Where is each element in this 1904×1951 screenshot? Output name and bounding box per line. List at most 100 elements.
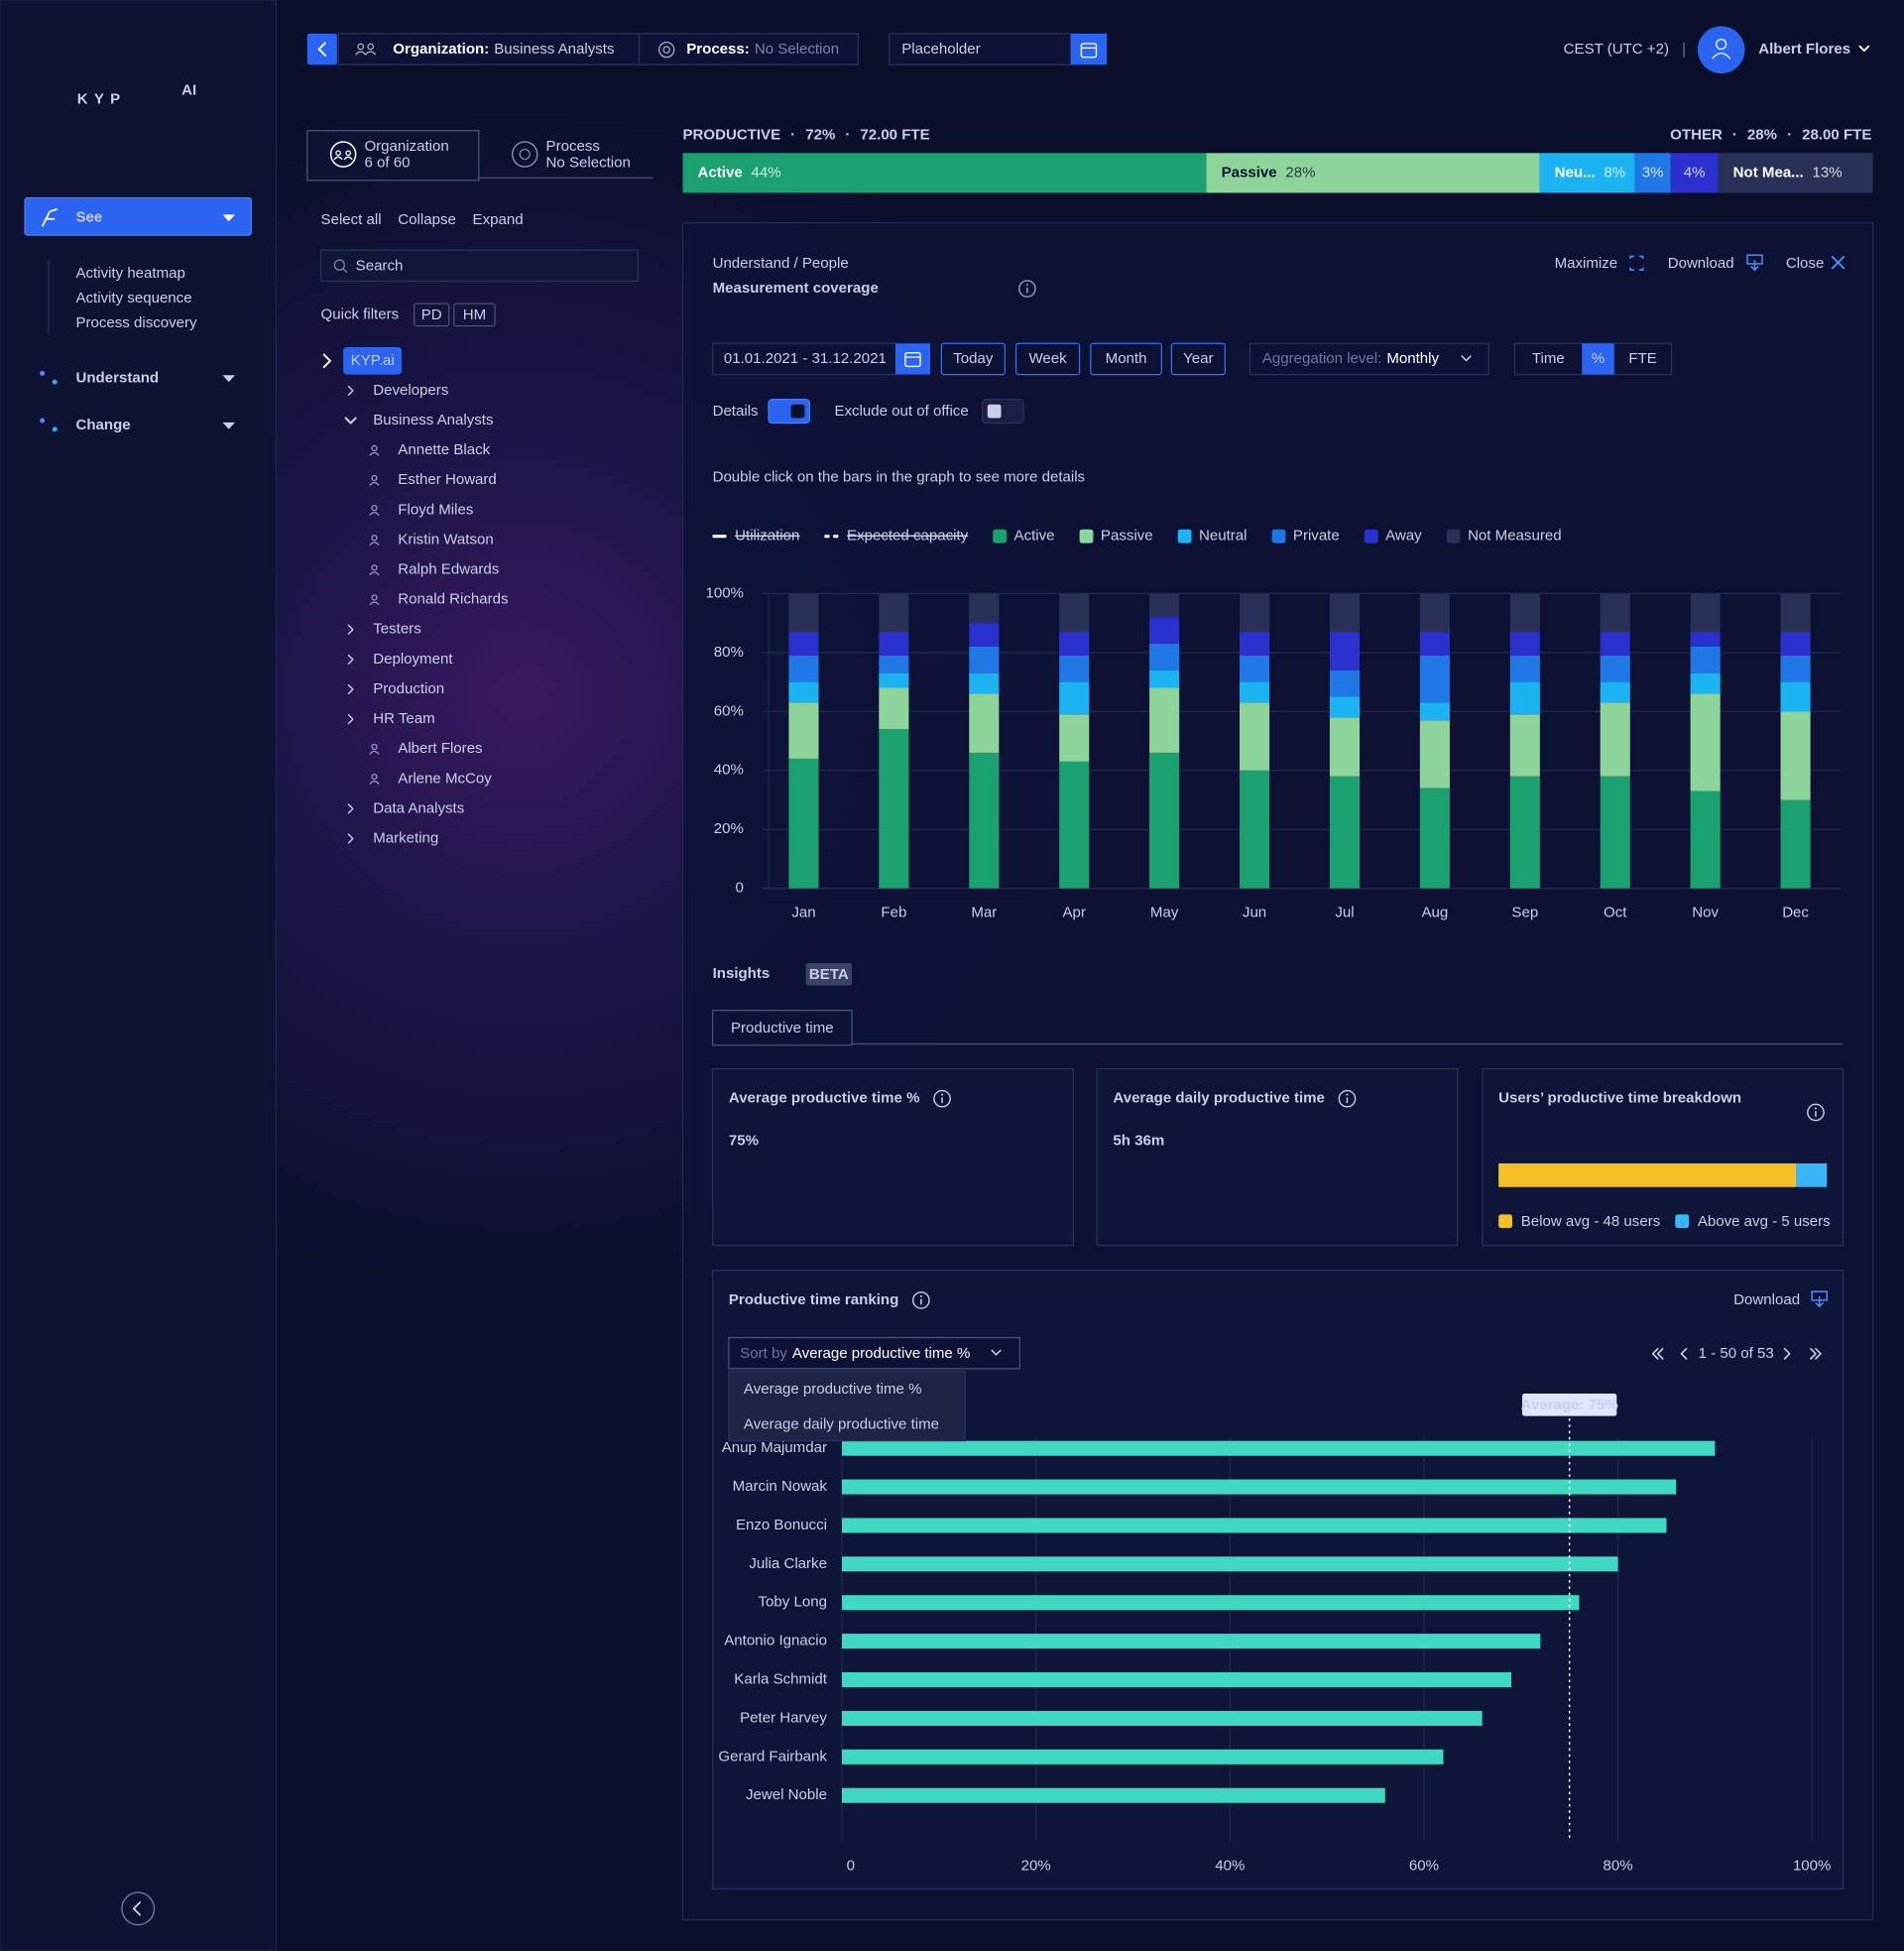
bar-segment[interactable] (1600, 632, 1630, 656)
bar-segment[interactable] (1149, 643, 1180, 671)
bar-segment[interactable] (1509, 655, 1540, 682)
tree-item[interactable]: Floyd Miles (398, 501, 473, 518)
tree-item[interactable]: Ronald Richards (398, 591, 508, 608)
tree-item[interactable]: Deployment (373, 651, 453, 668)
bar-segment[interactable] (1600, 776, 1630, 889)
bar-segment[interactable] (1329, 696, 1361, 718)
bar-segment[interactable] (879, 655, 909, 673)
bar-segment[interactable] (1600, 681, 1630, 703)
bar-segment[interactable] (1149, 752, 1180, 889)
bar-segment[interactable] (1329, 593, 1361, 633)
bar-segment[interactable] (1509, 714, 1540, 777)
bar-segment[interactable] (1240, 681, 1270, 703)
bar-segment[interactable] (1600, 702, 1630, 777)
bar[interactable] (842, 1479, 1677, 1495)
bar-segment[interactable] (1780, 632, 1811, 656)
tree-item[interactable]: Ralph Edwards (398, 561, 499, 578)
bar[interactable] (842, 1595, 1580, 1611)
tree-item[interactable]: Albert Flores (398, 740, 482, 757)
nav-label[interactable]: See (75, 208, 102, 225)
bar-segment[interactable] (1509, 632, 1540, 656)
sort-select[interactable] (728, 1336, 1020, 1370)
panel-action[interactable]: Download (1668, 255, 1734, 272)
legend-label[interactable]: Neutral (1199, 528, 1248, 545)
ranking-download[interactable]: Download (1733, 1291, 1800, 1308)
bar-segment[interactable] (1240, 702, 1270, 771)
bar-segment[interactable] (1149, 670, 1180, 688)
legend-label[interactable]: Utilization (735, 528, 799, 545)
bar[interactable] (842, 1440, 1716, 1456)
sort-option[interactable]: Average daily productive time (744, 1415, 939, 1432)
search-input[interactable] (319, 249, 639, 283)
tree-item[interactable]: Arlene McCoy (398, 770, 492, 787)
bar-segment[interactable] (1690, 632, 1721, 647)
bar-segment[interactable] (1240, 655, 1270, 682)
aggregation-select[interactable] (1249, 342, 1489, 376)
bar-segment[interactable] (879, 672, 909, 688)
bar-segment[interactable] (1149, 593, 1180, 618)
bar-segment[interactable] (1419, 593, 1450, 633)
bar-segment[interactable] (1240, 770, 1270, 889)
bar-segment[interactable] (1600, 593, 1630, 633)
nav-subitem[interactable]: Activity sequence (75, 290, 191, 306)
tree-action[interactable]: Expand (473, 211, 524, 228)
bar-segment[interactable] (1780, 593, 1811, 633)
bar-segment[interactable] (1509, 681, 1540, 715)
bar-segment[interactable] (1419, 720, 1450, 789)
tree-root-chip[interactable] (343, 346, 403, 375)
bar-segment[interactable] (879, 729, 909, 889)
collapse-button[interactable] (121, 1891, 156, 1926)
bar[interactable] (842, 1556, 1618, 1572)
bar-segment[interactable] (1509, 776, 1540, 889)
bar-segment[interactable] (1509, 593, 1540, 633)
tree-item[interactable]: Data Analysts (373, 799, 464, 816)
bar-segment[interactable] (788, 758, 819, 889)
tree-item[interactable]: Annette Black (398, 441, 490, 458)
bar[interactable] (842, 1710, 1483, 1726)
bar-segment[interactable] (1149, 617, 1180, 644)
legend-label[interactable]: Away (1385, 528, 1422, 545)
period-button[interactable] (1170, 342, 1226, 376)
bar-segment[interactable] (1329, 632, 1361, 671)
nav-subitem[interactable]: Activity heatmap (75, 265, 184, 282)
bar[interactable] (842, 1518, 1667, 1533)
bar[interactable] (842, 1787, 1385, 1803)
calendar-button[interactable] (1070, 33, 1108, 65)
bar-segment[interactable] (969, 752, 1000, 889)
bar-segment[interactable] (969, 672, 1000, 694)
bar[interactable] (842, 1672, 1511, 1688)
legend-label[interactable]: Private (1293, 528, 1340, 545)
bar[interactable] (842, 1749, 1444, 1765)
bar-segment[interactable] (1419, 632, 1450, 656)
legend-label[interactable]: Not Measured (1468, 528, 1562, 545)
tree-item[interactable]: Esther Howard (398, 471, 497, 488)
nav-label[interactable]: Understand (75, 369, 159, 386)
nav-see-button[interactable] (24, 196, 252, 236)
bar-segment[interactable] (1780, 681, 1811, 712)
bar-segment[interactable] (1780, 711, 1811, 800)
date-input[interactable] (889, 33, 1072, 65)
bar-segment[interactable] (1240, 593, 1270, 633)
legend-label[interactable]: Active (1014, 528, 1055, 545)
bar-segment[interactable] (788, 655, 819, 682)
bar-segment[interactable] (1780, 799, 1811, 889)
bar-segment[interactable] (1059, 761, 1090, 889)
tree-item[interactable]: HR Team (373, 710, 434, 727)
bar-segment[interactable] (969, 646, 1000, 673)
bar-segment[interactable] (1690, 693, 1721, 792)
bar-segment[interactable] (788, 632, 819, 656)
legend-label[interactable]: Passive (1101, 528, 1153, 545)
bar-segment[interactable] (1059, 632, 1090, 656)
nav-subitem[interactable]: Process discovery (75, 314, 197, 331)
tree-item[interactable]: Testers (373, 621, 420, 638)
breadcrumb[interactable]: Understand / People (713, 255, 849, 272)
bar-segment[interactable] (1149, 687, 1180, 753)
tree-item[interactable]: Marketing (373, 829, 438, 846)
tree-action[interactable]: Select all (321, 211, 382, 228)
bar-segment[interactable] (1690, 593, 1721, 633)
quick-filter-chip[interactable] (453, 303, 496, 327)
user-name[interactable]: Albert Flores (1758, 41, 1850, 58)
bar-segment[interactable] (969, 593, 1000, 624)
bar-segment[interactable] (788, 593, 819, 633)
bar-segment[interactable] (1419, 702, 1450, 721)
